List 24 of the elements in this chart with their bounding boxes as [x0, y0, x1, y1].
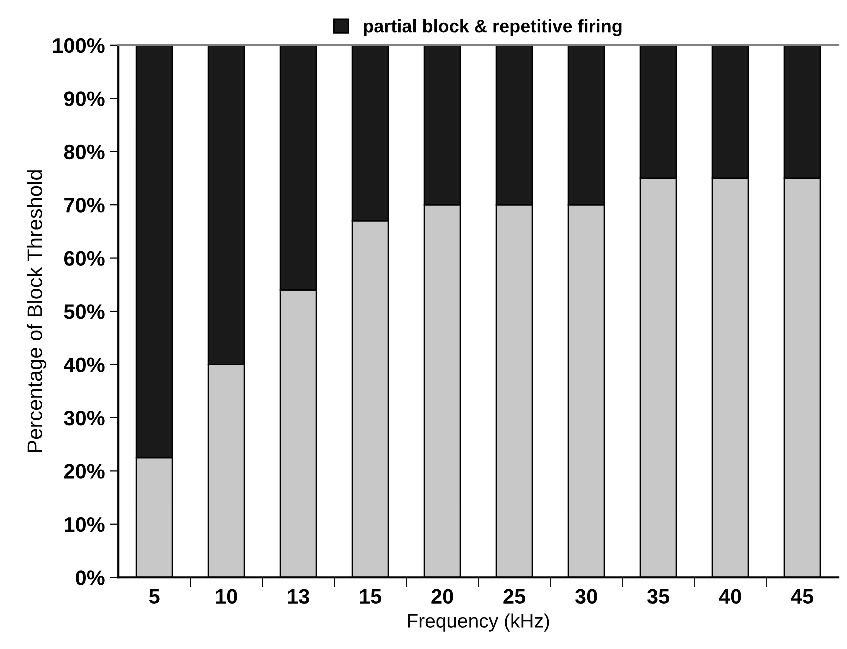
- y-tick-label: 30%: [64, 410, 105, 426]
- x-tick-label: 30: [575, 589, 598, 604]
- x-tick-label: 15: [360, 589, 382, 604]
- x-axis-title: Frequency (kHz): [408, 614, 550, 632]
- y-tick-label: 50%: [64, 304, 105, 320]
- x-tick-label: 20: [432, 589, 454, 604]
- y-axis-title: Percentage of Block Threshold: [27, 170, 47, 452]
- y-tick-label: 90%: [64, 92, 105, 106]
- x-tick-label: 13: [288, 589, 310, 604]
- x-tick-label: 5: [149, 589, 160, 604]
- y-tick-label: 20%: [64, 464, 105, 479]
- y-tick-label: 100%: [53, 38, 105, 54]
- y-tick-label: 40%: [64, 358, 105, 372]
- y-tick-label: 80%: [64, 144, 105, 160]
- x-tick-label: 35: [647, 589, 670, 604]
- legend-label: partial block & repetitive firing: [364, 19, 622, 36]
- y-tick-label: 10%: [65, 517, 105, 532]
- y-tick-label: 60%: [64, 251, 105, 266]
- x-tick-label: 10: [216, 589, 238, 604]
- x-tick-label: 25: [504, 589, 526, 604]
- x-tick-label: 45: [791, 589, 814, 604]
- x-tick-label: 40: [719, 589, 742, 604]
- y-tick-label: 70%: [64, 198, 105, 213]
- y-tick-label: 0%: [76, 570, 105, 586]
